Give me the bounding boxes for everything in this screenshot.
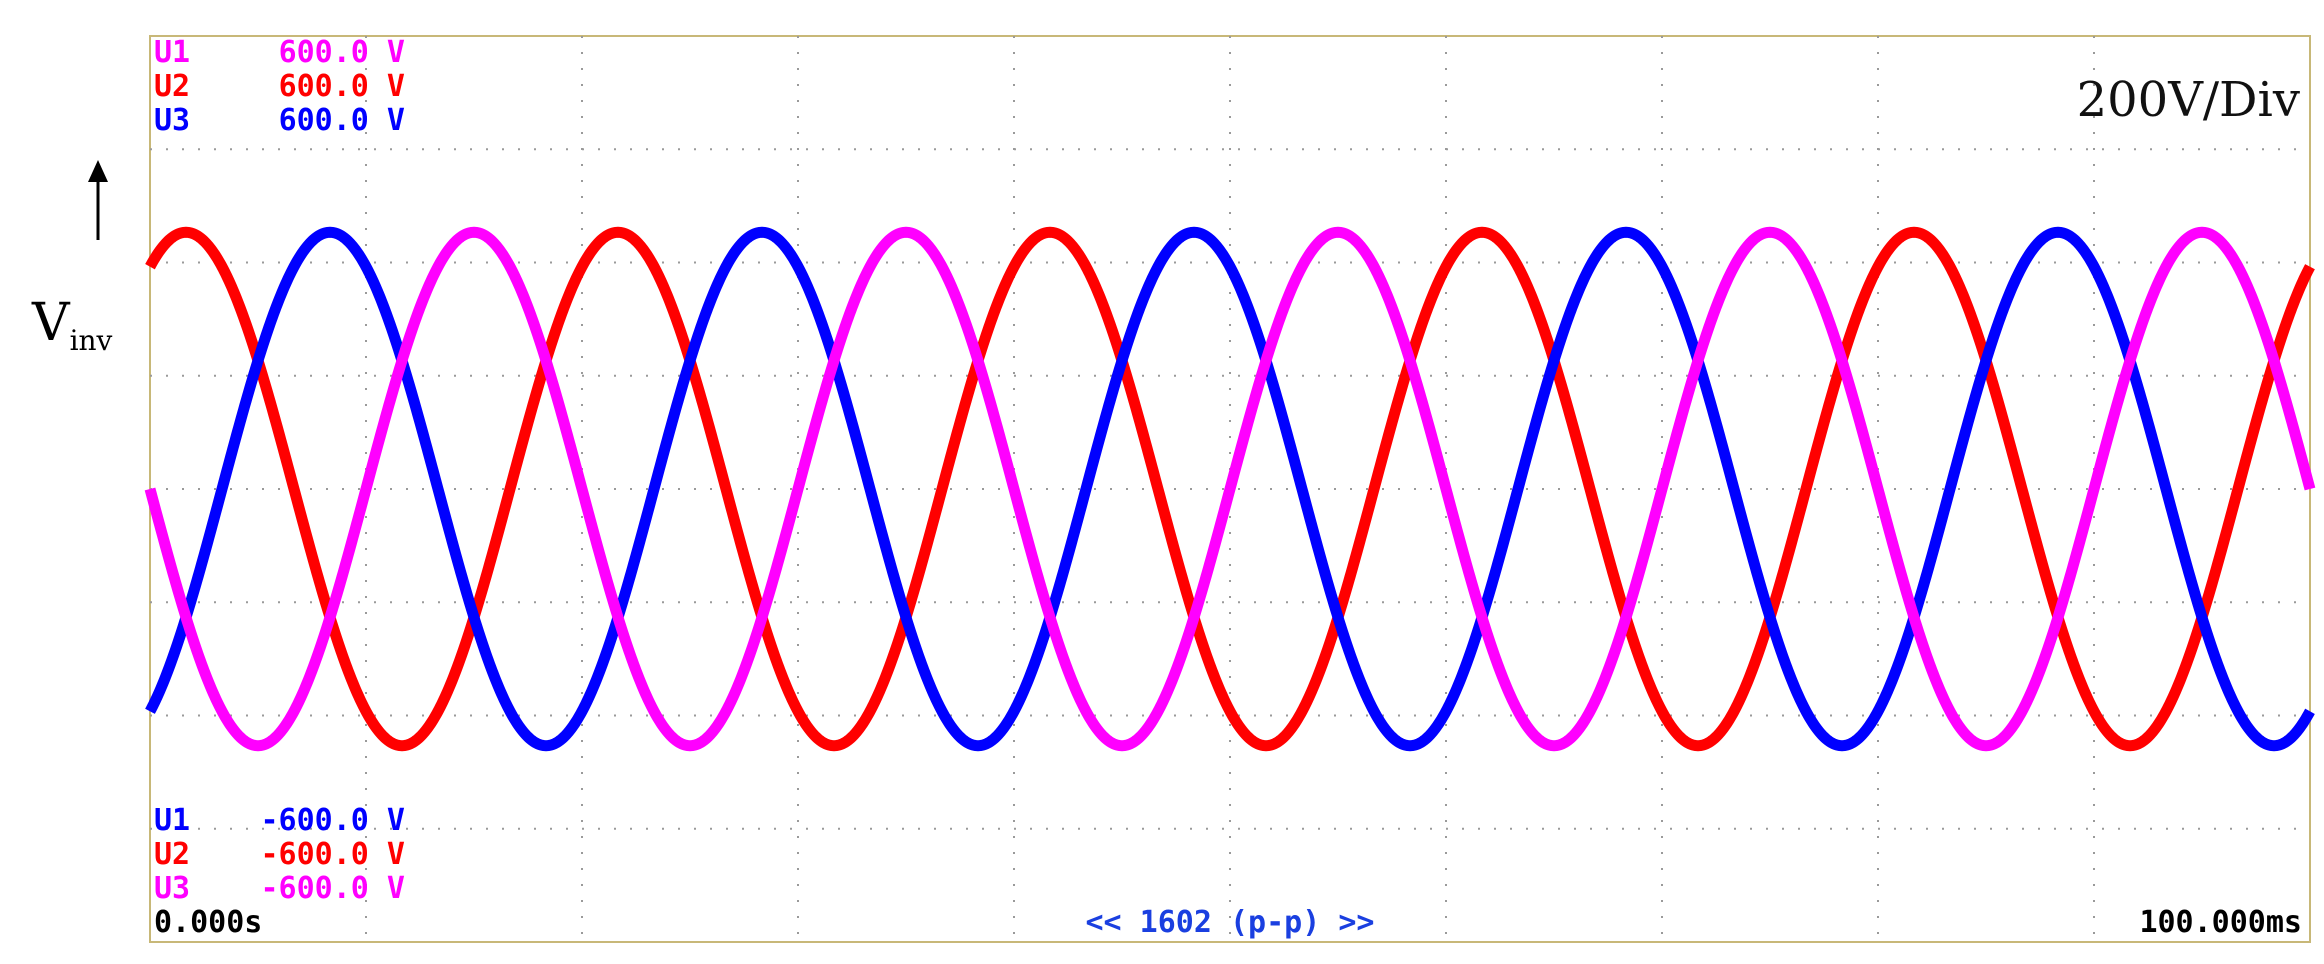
bottom-channel-value: -600.0 V [261,803,406,838]
scale-label: 200V/Div [2077,72,2300,128]
time-end-label: 100.000ms [2139,905,2302,940]
top-channel-labels: U1 600.0 V U2 600.0 V U3 600.0 V [154,35,405,138]
bottom-channel-value: -600.0 V [261,871,406,906]
bottom-channel-name: U2 [154,837,190,872]
y-axis-label: Vinv [31,293,113,357]
bottom-channel-labels: U1 -600.0 V U2 -600.0 V U3 -600.0 V [154,803,405,906]
series-line-3 [144,226,2316,752]
bottom-channel-value: -600.0 V [261,837,406,872]
top-channel-value: 600.0 V [279,103,405,138]
peak-to-peak-label: << 1602 (p-p) >> [1086,905,1375,940]
top-channel-name: U3 [154,103,190,138]
bottom-channel-name: U3 [154,871,190,906]
top-channel-name: U2 [154,69,190,104]
y-axis-arrow [88,160,108,240]
series-line-2 [145,226,2315,752]
top-channel-value: 600.0 V [279,35,405,70]
top-channel-name: U1 [154,35,190,70]
y-axis-label-sub: inv [70,324,113,357]
y-axis-label-main: V [31,293,71,353]
traces [144,226,2316,752]
bottom-channel-name: U1 [154,803,190,838]
top-channel-value: 600.0 V [279,69,405,104]
time-start-label: 0.000s [154,905,262,940]
series-line-1 [145,226,2315,752]
